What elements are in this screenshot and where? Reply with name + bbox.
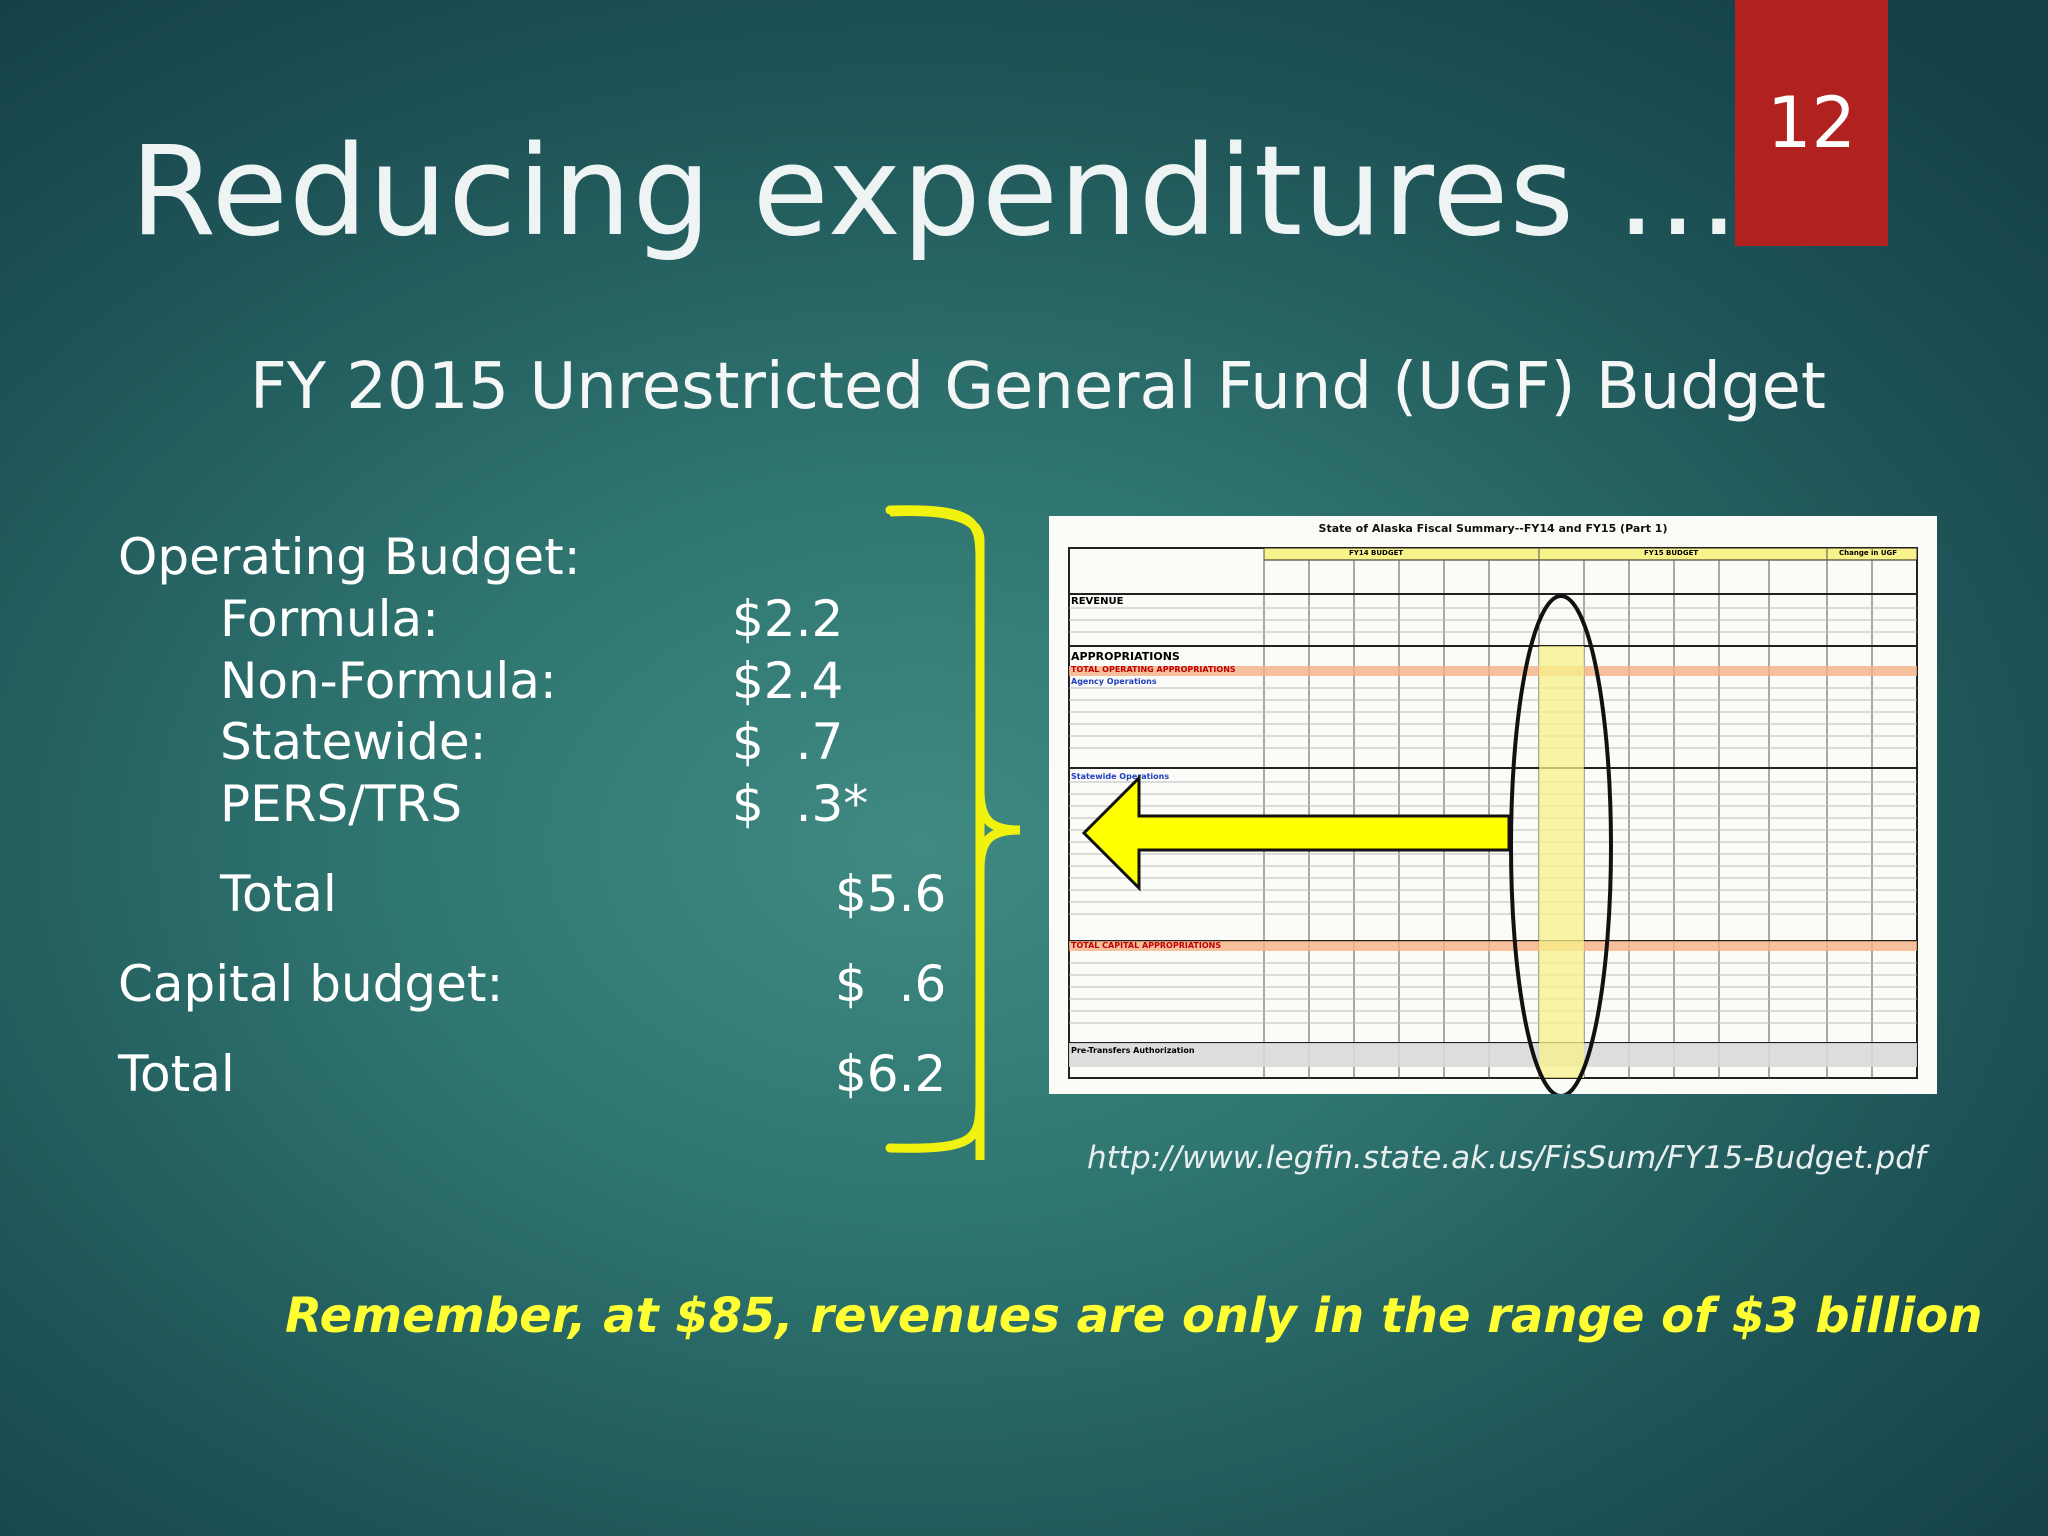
- table-title: State of Alaska Fiscal Summary--FY14 and…: [1318, 522, 1668, 535]
- pers-trs-value: $ .3*: [732, 775, 869, 833]
- slide-subtitle: FY 2015 Unrestricted General Fund (UGF) …: [250, 350, 1826, 424]
- operating-total-label: Total: [220, 865, 337, 923]
- table-grid: [1068, 547, 1918, 1079]
- statewide-label: Statewide:: [220, 713, 487, 771]
- ugf-column-ellipse: [1509, 594, 1613, 1094]
- table-revenue-label: REVENUE: [1071, 596, 1124, 607]
- grand-total-label: Total: [118, 1045, 235, 1103]
- slide-title: Reducing expenditures …: [130, 120, 1741, 264]
- table-statewide-label: Statewide Operations: [1071, 772, 1170, 781]
- table-fy14-header: FY14 BUDGET: [1349, 549, 1404, 557]
- highlight-overlay: [1081, 594, 1613, 1094]
- table-operating-label: TOTAL OPERATING APPROPRIATIONS: [1071, 665, 1236, 674]
- revenue-reminder: Remember, at $85, revenues are only in t…: [285, 1288, 1983, 1344]
- non-formula-value: $2.4: [732, 652, 844, 710]
- table-appropriations-label: APPROPRIATIONS: [1071, 650, 1180, 663]
- source-url: http://www.legfin.state.ak.us/FisSum/FY1…: [1087, 1140, 1926, 1176]
- table-pretransfers-label: Pre-Transfers Authorization: [1071, 1046, 1195, 1055]
- table-change-header: Change in UGF: [1839, 549, 1898, 557]
- pers-trs-label: PERS/TRS: [220, 775, 463, 833]
- fiscal-summary-table-image: State of Alaska Fiscal Summary--FY14 and…: [1049, 516, 1937, 1094]
- slide-number: 12: [1735, 0, 1888, 246]
- statewide-value: $ .7: [732, 713, 844, 771]
- grand-total-value: $6.2: [835, 1045, 947, 1103]
- table-capital-label: TOTAL CAPITAL APPROPRIATIONS: [1071, 941, 1222, 950]
- non-formula-label: Non-Formula:: [220, 652, 557, 710]
- operating-total-value: $5.6: [835, 865, 947, 923]
- curly-bracket: [885, 505, 1020, 1160]
- table-agency-label: Agency Operations: [1071, 677, 1157, 686]
- formula-value: $2.2: [732, 590, 844, 648]
- formula-label: Formula:: [220, 590, 440, 648]
- table-fy15-header: FY15 BUDGET: [1644, 549, 1699, 557]
- capital-budget-label: Capital budget:: [118, 955, 504, 1013]
- operating-budget-label: Operating Budget:: [118, 528, 581, 586]
- yellow-arrow-icon: [1081, 774, 1511, 892]
- capital-budget-value: $ .6: [835, 955, 947, 1013]
